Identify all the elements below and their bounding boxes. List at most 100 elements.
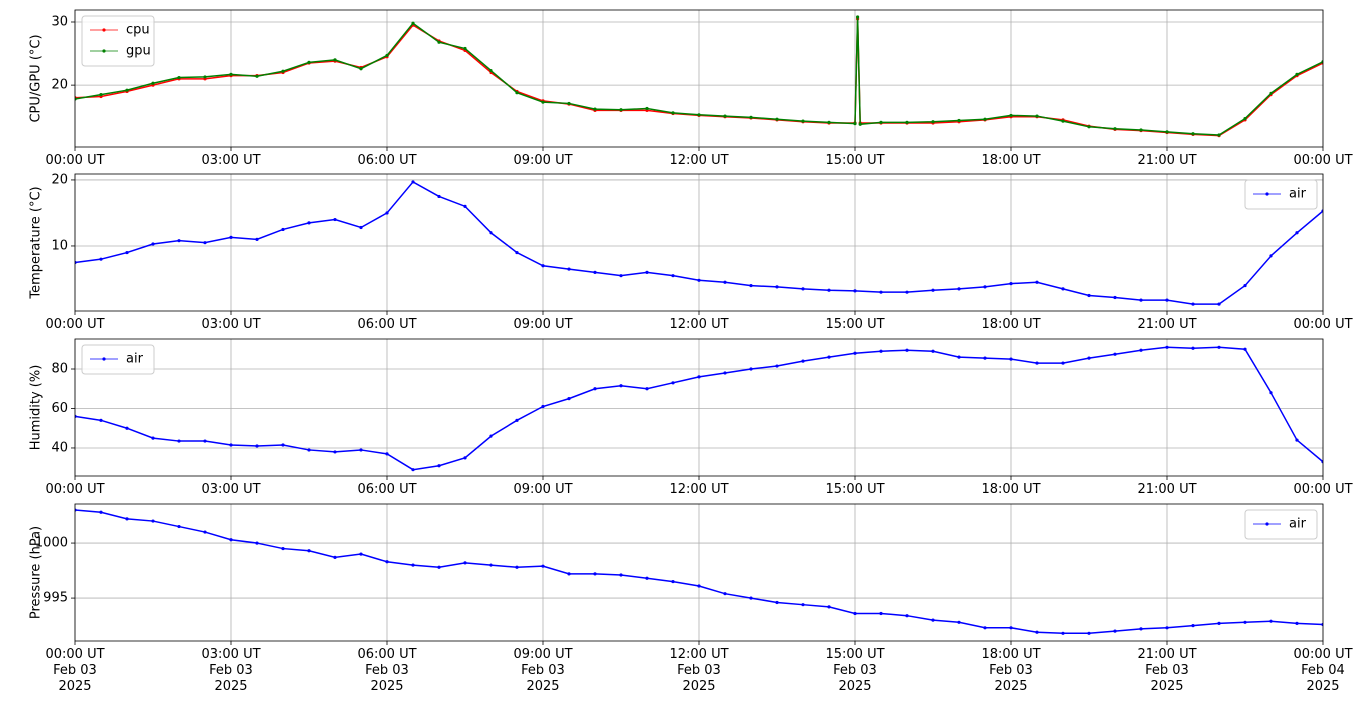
data-point [593,387,597,391]
data-point [125,426,129,430]
data-point [645,270,649,274]
data-point [827,605,831,609]
legend-label: air [126,352,144,367]
data-point [515,565,519,569]
data-point [229,538,233,542]
data-point [125,517,129,521]
data-point [957,355,961,359]
y-tick-label: 1000 [35,536,68,551]
data-point [463,204,467,208]
data-point [1087,293,1091,298]
data-point [1191,302,1195,306]
data-point [1087,631,1091,635]
data-point [125,250,129,255]
data-point [801,359,805,363]
data-point [177,75,181,80]
data-point [879,290,883,294]
x-tick-label: 12:00 UT [669,317,729,332]
legend-label: air [1289,517,1307,532]
data-point [307,221,311,225]
data-point [411,563,415,567]
data-point [593,270,597,274]
data-point [801,287,805,291]
data-point [983,117,987,121]
data-point [619,274,623,278]
data-point [541,404,545,409]
data-point [957,287,961,291]
data-point [723,592,727,596]
data-point [697,113,701,117]
data-point [151,436,155,440]
data-point [1165,298,1169,302]
data-point [359,552,363,556]
data-point [177,439,181,443]
legend-label: gpu [126,44,151,59]
x-tick-label: 21:00 UT Feb 03 2025 [1137,647,1197,694]
data-point [463,46,467,51]
legend-label: air [1289,187,1307,202]
data-point [1139,627,1143,631]
data-point [1191,346,1195,350]
data-point [931,288,935,292]
data-point [931,618,935,622]
data-point [307,60,311,65]
data-point [671,274,675,278]
data-point [1191,623,1195,628]
x-tick-label: 03:00 UT [201,317,261,332]
data-point [723,371,727,375]
data-point [1139,128,1143,132]
legend-box [1244,509,1318,540]
x-tick-label: 15:00 UT [825,482,885,497]
x-tick-label: 06:00 UT Feb 03 2025 [357,647,417,694]
data-point [255,237,259,241]
data-point [1061,119,1065,123]
data-point [1191,132,1195,136]
data-point [281,546,285,551]
data-point [359,67,363,71]
y-tick-label: 80 [51,362,68,377]
x-tick-label: 21:00 UT [1137,317,1197,332]
x-tick-label: 03:00 UT Feb 03 2025 [201,647,261,694]
legend: cpu gpu [81,15,155,67]
data-point [463,456,467,460]
data-point [1269,254,1273,258]
data-point [619,108,623,112]
y-tick-label: 995 [43,591,68,606]
data-point [1113,352,1117,356]
x-tick-label: 00:00 UT [1293,482,1353,497]
plot-area [75,15,1323,138]
data-point [645,106,649,111]
data-point [1243,347,1247,351]
data-point [1295,231,1299,235]
data-point [567,572,571,576]
data-point [385,560,389,564]
data-point [856,15,860,19]
data-point [99,257,103,261]
data-point [385,452,389,456]
data-point [463,561,467,565]
data-point [541,264,545,268]
data-point [229,443,233,447]
data-point [801,603,805,607]
data-point [541,564,545,568]
data-point [775,364,779,368]
data-point [983,356,987,360]
data-point [1009,282,1013,286]
y-tick-label: 10 [51,238,68,253]
data-point [1009,113,1013,118]
data-point [203,530,207,534]
x-tick-label: 18:00 UT Feb 03 2025 [981,647,1041,694]
x-tick-label: 00:00 UT Feb 04 2025 [1293,647,1353,694]
y-tick-label: 20 [51,78,68,93]
x-tick-label: 00:00 UT [45,317,105,332]
data-point [203,439,207,443]
x-tick-label: 21:00 UT [1137,482,1197,497]
data-point [411,21,415,25]
data-point [827,288,831,292]
y-tick-label: 30 [51,14,68,29]
data-point [1061,361,1065,365]
data-point [957,620,961,624]
data-point [307,549,311,553]
data-point [853,611,857,616]
data-point [255,541,259,545]
